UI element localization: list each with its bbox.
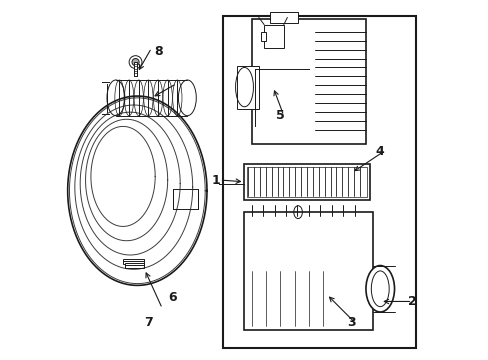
- Text: 2: 2: [407, 295, 416, 308]
- Bar: [223, 16, 415, 348]
- Bar: [244, 164, 369, 200]
- Text: 3: 3: [346, 316, 355, 329]
- Ellipse shape: [365, 266, 394, 312]
- Bar: [269, 12, 298, 23]
- Bar: [260, 32, 265, 41]
- Bar: [244, 212, 372, 330]
- Ellipse shape: [132, 59, 139, 66]
- Bar: [251, 19, 365, 144]
- Bar: [237, 66, 258, 109]
- Text: 6: 6: [168, 291, 177, 305]
- Bar: [124, 263, 144, 267]
- Text: 4: 4: [375, 145, 384, 158]
- Bar: [134, 62, 137, 76]
- Text: 8: 8: [154, 45, 163, 58]
- Bar: [123, 258, 144, 264]
- Bar: [173, 189, 198, 208]
- Bar: [264, 24, 283, 48]
- Text: 1: 1: [211, 174, 220, 186]
- Text: 5: 5: [275, 109, 284, 122]
- Bar: [247, 167, 366, 197]
- Text: 7: 7: [143, 316, 152, 329]
